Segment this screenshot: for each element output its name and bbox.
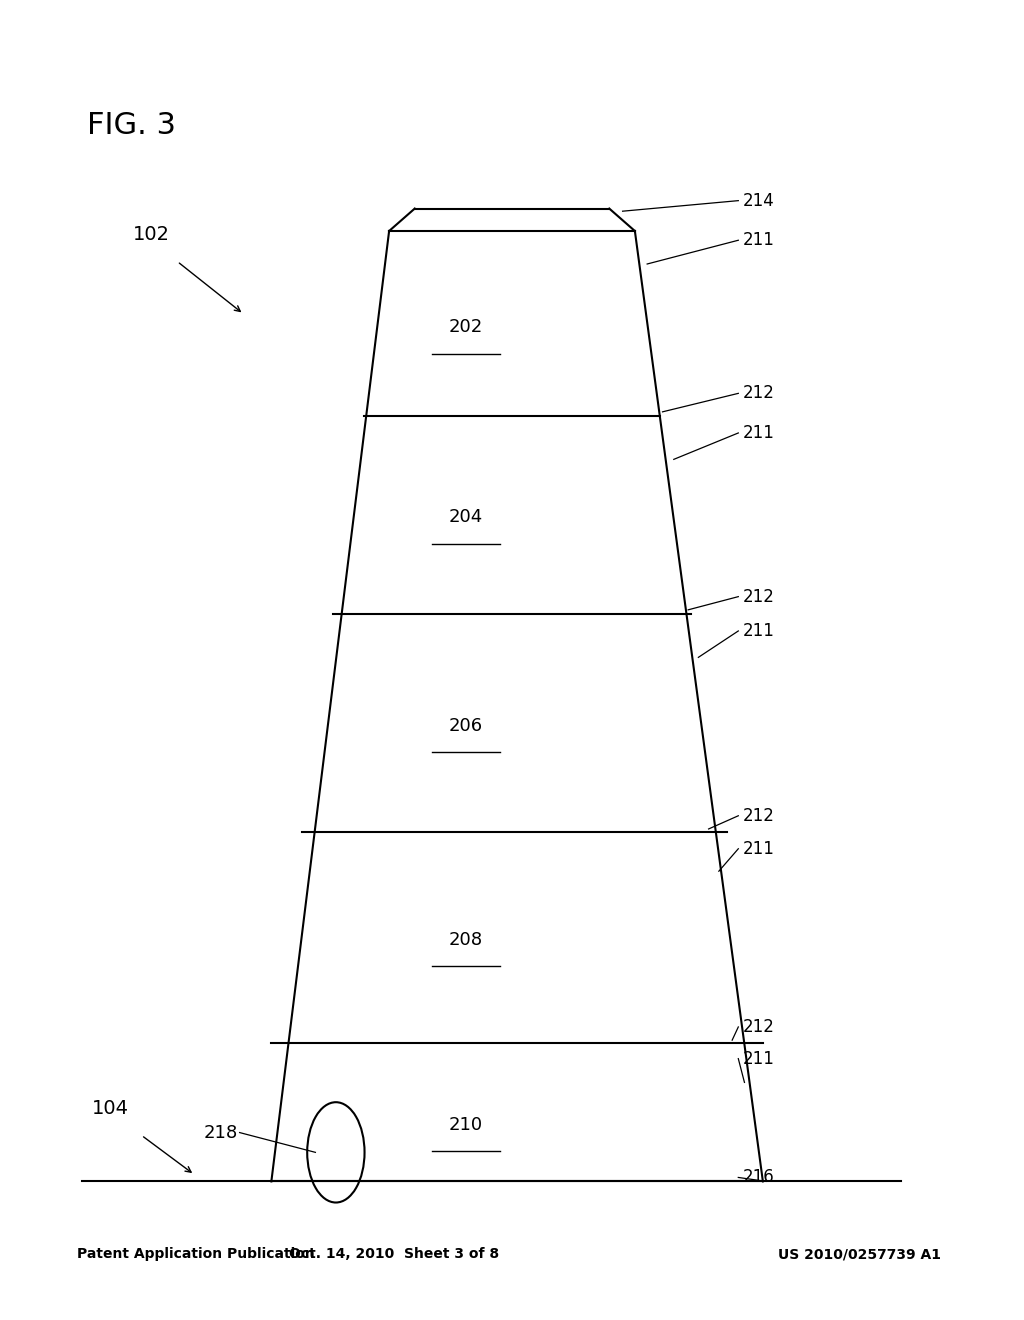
Text: 212: 212 — [742, 807, 774, 825]
Text: 206: 206 — [449, 717, 483, 735]
Text: 212: 212 — [742, 587, 774, 606]
Text: 214: 214 — [742, 191, 774, 210]
Text: 211: 211 — [742, 1049, 774, 1068]
Text: 218: 218 — [204, 1123, 238, 1142]
Text: Oct. 14, 2010  Sheet 3 of 8: Oct. 14, 2010 Sheet 3 of 8 — [289, 1247, 500, 1261]
Text: 208: 208 — [449, 931, 483, 949]
Text: 211: 211 — [742, 622, 774, 640]
Text: 211: 211 — [742, 231, 774, 249]
Text: 211: 211 — [742, 840, 774, 858]
Text: FIG. 3: FIG. 3 — [87, 111, 176, 140]
Text: 204: 204 — [449, 508, 483, 527]
Text: 104: 104 — [92, 1100, 129, 1118]
Text: 211: 211 — [742, 424, 774, 442]
Text: 202: 202 — [449, 318, 483, 337]
Text: 216: 216 — [742, 1168, 774, 1187]
Text: 212: 212 — [742, 1018, 774, 1036]
Text: 210: 210 — [449, 1115, 483, 1134]
Text: Patent Application Publication: Patent Application Publication — [77, 1247, 314, 1261]
Text: US 2010/0257739 A1: US 2010/0257739 A1 — [778, 1247, 941, 1261]
Text: 212: 212 — [742, 384, 774, 403]
Text: 102: 102 — [133, 226, 170, 244]
